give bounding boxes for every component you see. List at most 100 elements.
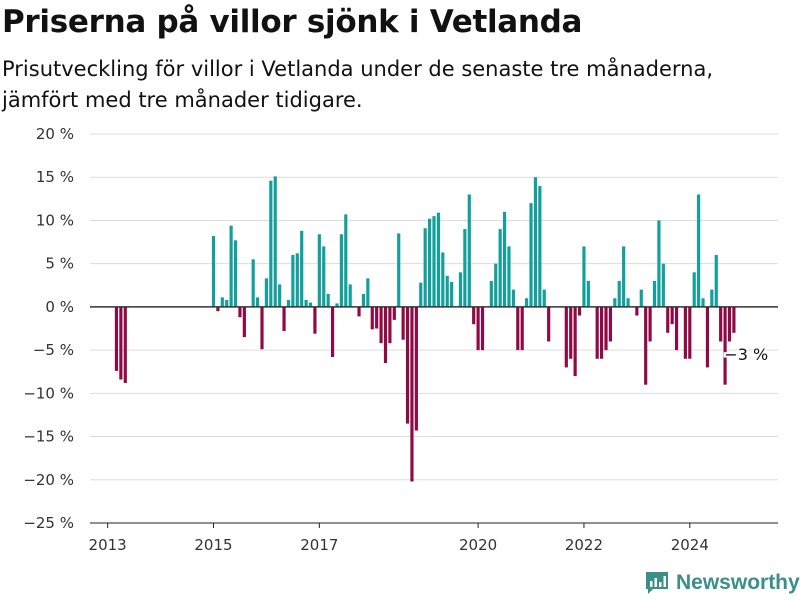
bar bbox=[123, 306, 127, 383]
bar bbox=[119, 306, 123, 380]
bar bbox=[489, 280, 493, 307]
bar bbox=[419, 282, 423, 307]
bar bbox=[480, 306, 485, 351]
bar bbox=[573, 306, 577, 377]
bar bbox=[692, 272, 696, 307]
bar bbox=[472, 306, 476, 325]
x-tick-label: 2017 bbox=[300, 536, 338, 554]
y-tick-label: 5 % bbox=[45, 255, 74, 273]
brand-name: Newsworthy bbox=[676, 571, 800, 594]
bar bbox=[604, 306, 608, 351]
chart-subtitle: Prisutveckling för villor i Vetlanda und… bbox=[2, 57, 713, 112]
bar bbox=[260, 306, 264, 350]
axes: 20 % 15 % 10 % 5 % 0 % −5 % −10 % −15 % −20 % −25… bbox=[23, 125, 778, 554]
bar bbox=[511, 289, 515, 307]
bar bbox=[600, 306, 604, 359]
bar bbox=[273, 176, 277, 307]
bar bbox=[114, 306, 119, 371]
bar bbox=[683, 306, 687, 359]
bar bbox=[476, 306, 480, 351]
bar bbox=[719, 306, 723, 342]
x-tick-label: 2022 bbox=[565, 536, 603, 554]
bar bbox=[401, 306, 405, 340]
bar bbox=[264, 278, 268, 307]
bar bbox=[330, 306, 335, 358]
bar bbox=[652, 280, 657, 307]
gridlines bbox=[90, 133, 778, 524]
bar bbox=[674, 306, 679, 351]
bar bbox=[697, 194, 701, 307]
bar bbox=[251, 259, 255, 307]
bar bbox=[361, 293, 366, 307]
bar bbox=[414, 306, 418, 431]
bar bbox=[344, 214, 348, 307]
y-tick-label: 0 % bbox=[45, 298, 74, 316]
x-tick-label: 2024 bbox=[671, 536, 709, 554]
bar bbox=[529, 203, 533, 307]
y-tick-label: 15 % bbox=[36, 168, 74, 186]
bar bbox=[626, 298, 630, 307]
bar bbox=[286, 299, 291, 307]
x-tick-label: 2020 bbox=[459, 536, 497, 554]
y-tick-label: −15 % bbox=[23, 428, 74, 446]
bar bbox=[586, 280, 590, 307]
bar bbox=[710, 289, 714, 307]
bar bbox=[339, 234, 343, 307]
bar bbox=[397, 233, 401, 307]
bar bbox=[622, 246, 626, 307]
chart-title: Priserna på villor sjönk i Vetlanda bbox=[2, 4, 583, 40]
bar bbox=[445, 275, 449, 307]
newsworthy-logo[interactable]: Newsworthy bbox=[644, 570, 800, 596]
bar bbox=[295, 253, 299, 307]
bar bbox=[388, 306, 392, 344]
bar bbox=[502, 211, 507, 307]
bar bbox=[326, 293, 330, 307]
bar bbox=[688, 306, 692, 359]
bar bbox=[304, 299, 308, 307]
bar-series bbox=[114, 176, 736, 482]
bar bbox=[723, 306, 727, 385]
bar bbox=[617, 280, 621, 307]
bar bbox=[383, 306, 388, 364]
bar bbox=[242, 306, 246, 338]
bar bbox=[670, 306, 674, 325]
y-tick-label: −5 % bbox=[33, 341, 74, 359]
bar bbox=[313, 306, 317, 334]
bar bbox=[547, 306, 551, 342]
bar bbox=[357, 306, 361, 317]
x-tick-label: 2015 bbox=[194, 536, 232, 554]
bar bbox=[542, 289, 546, 307]
bar bbox=[375, 306, 379, 329]
bar bbox=[428, 218, 432, 307]
bar bbox=[613, 298, 617, 307]
bar bbox=[225, 299, 229, 307]
bar bbox=[405, 306, 410, 424]
bar bbox=[635, 306, 639, 316]
bar bbox=[317, 234, 321, 307]
bar bbox=[370, 306, 374, 330]
bar bbox=[507, 246, 511, 307]
bar bbox=[291, 255, 295, 307]
bar bbox=[366, 278, 370, 307]
bar bbox=[436, 212, 440, 307]
bar bbox=[220, 297, 224, 307]
bar bbox=[300, 230, 304, 307]
bar bbox=[467, 194, 471, 307]
bar bbox=[410, 306, 414, 482]
bar bbox=[322, 246, 326, 307]
bar bbox=[335, 303, 339, 307]
bar bbox=[216, 306, 220, 312]
bar bbox=[533, 177, 538, 307]
bar bbox=[732, 306, 736, 333]
bar bbox=[348, 284, 352, 307]
bar bbox=[233, 240, 238, 307]
bar bbox=[498, 229, 502, 307]
x-tick-label: 2013 bbox=[89, 536, 127, 554]
bar bbox=[238, 306, 242, 318]
bar bbox=[379, 306, 383, 344]
bar bbox=[516, 306, 520, 351]
bar bbox=[714, 255, 718, 307]
bar bbox=[269, 180, 273, 307]
bar bbox=[648, 306, 652, 342]
